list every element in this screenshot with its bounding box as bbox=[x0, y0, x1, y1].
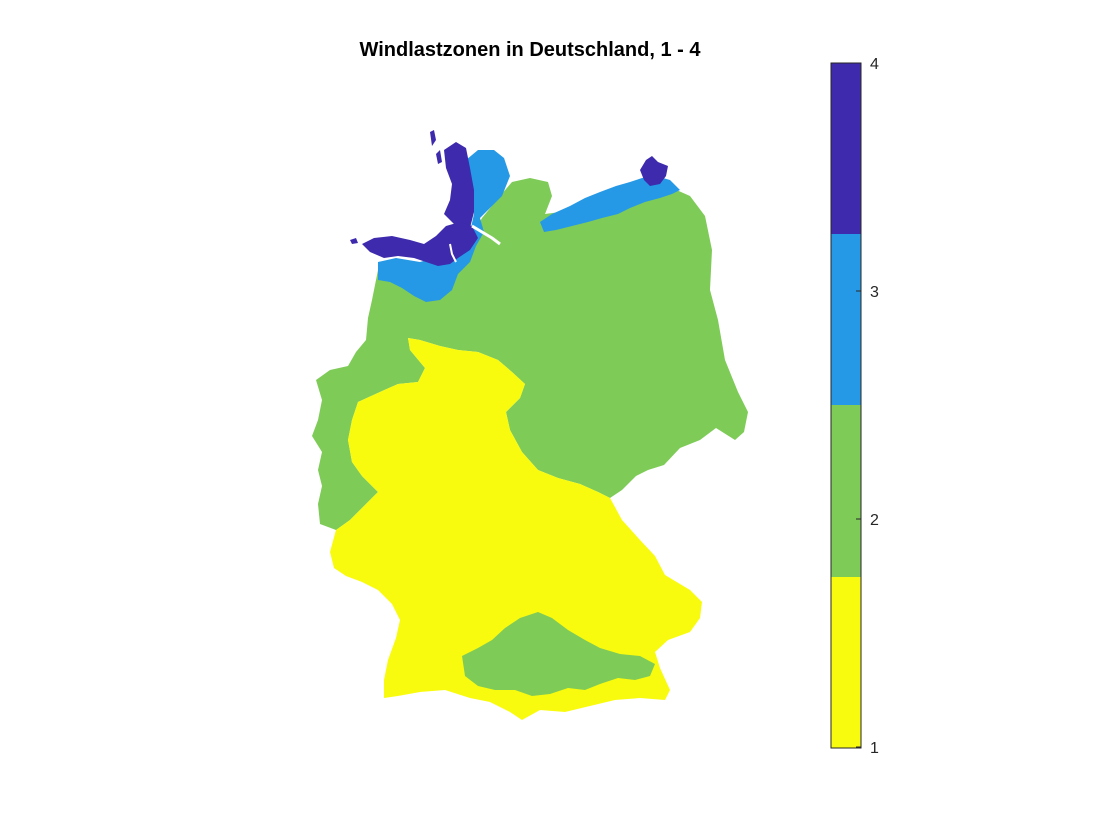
zone-2-alpine-region bbox=[462, 612, 655, 696]
colorbar-frame bbox=[830, 62, 862, 749]
colorbar-segment-zone-1 bbox=[831, 577, 861, 748]
zone-4-east-frisia bbox=[362, 222, 478, 266]
zone-1-region bbox=[330, 338, 702, 720]
zone-4-islands bbox=[350, 130, 442, 244]
weser-river bbox=[449, 243, 457, 263]
germany-map bbox=[312, 130, 748, 720]
colorbar-segment-zone-4 bbox=[831, 63, 861, 234]
colorbar-segment-zone-3 bbox=[831, 234, 861, 405]
colorbar-tick-label: 4 bbox=[870, 56, 879, 73]
colorbar-segment-zone-2 bbox=[831, 405, 861, 577]
colorbar-tick-label: 2 bbox=[870, 512, 879, 529]
map-title: Windlastzonen in Deutschland, 1 - 4 bbox=[360, 39, 702, 61]
elbe-river bbox=[471, 224, 501, 246]
zone-3-baltic-band bbox=[540, 176, 680, 232]
colorbar-ticks bbox=[856, 62, 861, 748]
colorbar-tick-label: 1 bbox=[870, 740, 879, 757]
colorbar-tick-label: 3 bbox=[870, 284, 879, 301]
zone-4-north-frisia bbox=[444, 142, 474, 232]
zone-3-north-sea-band bbox=[378, 150, 510, 302]
colorbar: 4 3 2 1 bbox=[830, 56, 879, 757]
zone-4-ruegen bbox=[640, 156, 668, 186]
